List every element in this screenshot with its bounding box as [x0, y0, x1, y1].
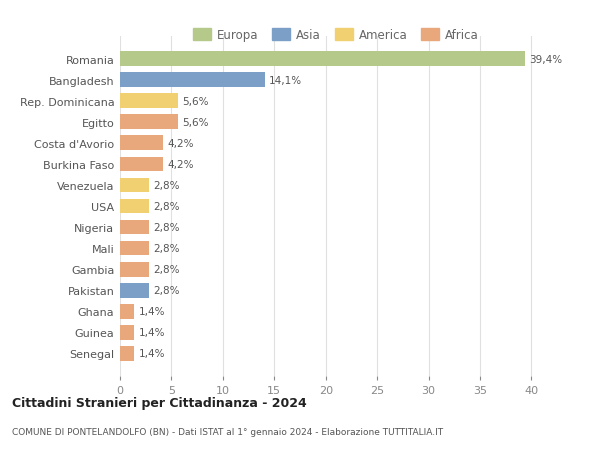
- Text: 2,8%: 2,8%: [153, 244, 179, 253]
- Text: 1,4%: 1,4%: [139, 307, 165, 317]
- Text: 4,2%: 4,2%: [167, 160, 194, 169]
- Bar: [120, 346, 134, 361]
- Bar: [120, 157, 163, 172]
- Bar: [120, 136, 163, 151]
- Bar: [120, 262, 149, 277]
- Text: 2,8%: 2,8%: [153, 180, 179, 190]
- Legend: Europa, Asia, America, Africa: Europa, Asia, America, Africa: [188, 24, 484, 46]
- Text: COMUNE DI PONTELANDOLFO (BN) - Dati ISTAT al 1° gennaio 2024 - Elaborazione TUTT: COMUNE DI PONTELANDOLFO (BN) - Dati ISTA…: [12, 427, 443, 436]
- Bar: [120, 178, 149, 193]
- Text: 39,4%: 39,4%: [529, 55, 562, 65]
- Text: 2,8%: 2,8%: [153, 264, 179, 274]
- Bar: [120, 73, 265, 88]
- Text: Cittadini Stranieri per Cittadinanza - 2024: Cittadini Stranieri per Cittadinanza - 2…: [12, 396, 307, 409]
- Text: 2,8%: 2,8%: [153, 223, 179, 233]
- Text: 5,6%: 5,6%: [182, 118, 208, 128]
- Text: 5,6%: 5,6%: [182, 96, 208, 106]
- Text: 14,1%: 14,1%: [269, 76, 302, 85]
- Text: 2,8%: 2,8%: [153, 285, 179, 296]
- Bar: [120, 304, 134, 319]
- Bar: [120, 325, 134, 340]
- Text: 1,4%: 1,4%: [139, 348, 165, 358]
- Bar: [120, 241, 149, 256]
- Bar: [120, 94, 178, 109]
- Text: 2,8%: 2,8%: [153, 202, 179, 212]
- Bar: [120, 52, 525, 67]
- Bar: [120, 199, 149, 214]
- Bar: [120, 220, 149, 235]
- Bar: [120, 115, 178, 130]
- Text: 1,4%: 1,4%: [139, 328, 165, 337]
- Bar: [120, 283, 149, 298]
- Text: 4,2%: 4,2%: [167, 139, 194, 149]
